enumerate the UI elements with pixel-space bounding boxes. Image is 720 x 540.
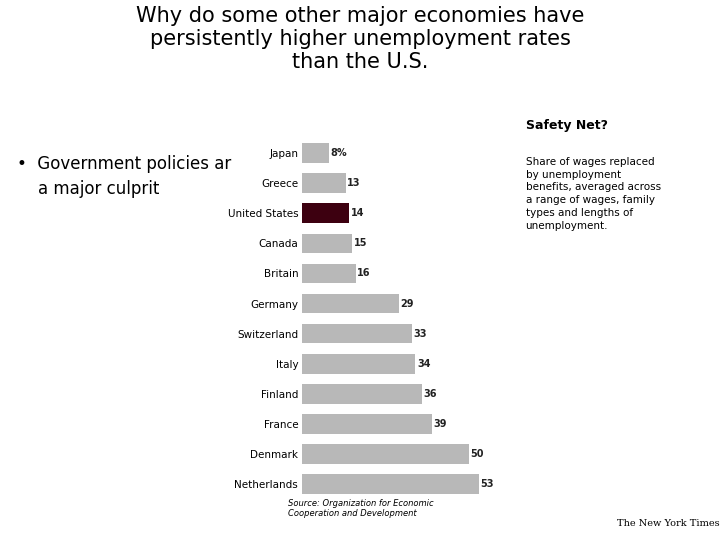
Bar <box>302 143 329 163</box>
Bar <box>302 204 349 223</box>
Bar <box>302 384 422 403</box>
Text: Why do some other major economies have
persistently higher unemployment rates
th: Why do some other major economies have p… <box>136 6 584 72</box>
Text: The New York Times: The New York Times <box>617 519 720 528</box>
Text: Safety Net?: Safety Net? <box>526 119 608 132</box>
Bar <box>302 173 346 193</box>
Bar <box>302 354 415 374</box>
Text: 14: 14 <box>351 208 364 218</box>
Text: •  Government policies ar
    a major culprit: • Government policies ar a major culprit <box>17 156 232 198</box>
Text: Source: Organization for Economic
Cooperation and Development: Source: Organization for Economic Cooper… <box>288 499 433 518</box>
Text: 50: 50 <box>470 449 484 459</box>
Text: 16: 16 <box>357 268 371 279</box>
Text: 53: 53 <box>480 479 494 489</box>
Text: Share of wages replaced
by unemployment
benefits, averaged across
a range of wag: Share of wages replaced by unemployment … <box>526 157 661 231</box>
Bar <box>302 474 479 494</box>
Bar <box>302 294 399 313</box>
Bar <box>302 324 412 343</box>
Text: 8%: 8% <box>330 148 347 158</box>
Bar <box>302 414 432 434</box>
Text: 33: 33 <box>414 329 427 339</box>
Text: 15: 15 <box>354 238 367 248</box>
Bar <box>302 234 352 253</box>
Text: 34: 34 <box>417 359 431 369</box>
Text: 36: 36 <box>423 389 437 399</box>
Text: 13: 13 <box>347 178 361 188</box>
Bar <box>302 444 469 464</box>
Text: 39: 39 <box>433 419 447 429</box>
Bar <box>302 264 356 284</box>
Text: 29: 29 <box>400 299 414 308</box>
